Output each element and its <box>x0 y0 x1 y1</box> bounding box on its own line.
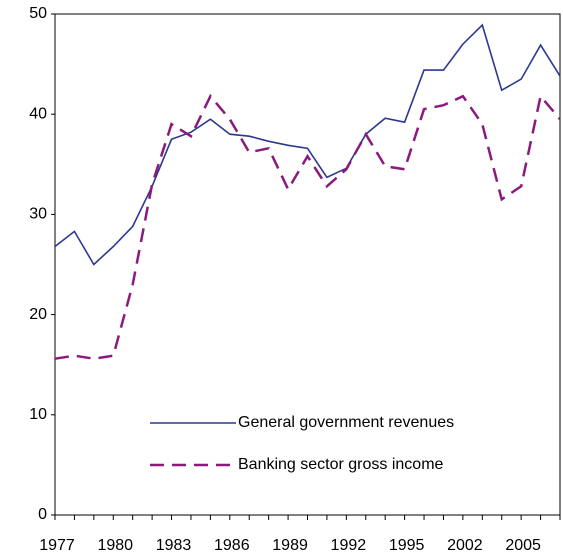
y-tick-label: 40 <box>29 105 47 122</box>
x-tick-label: 1983 <box>156 537 192 554</box>
x-tick-label: 1989 <box>272 537 308 554</box>
y-tick-label: 10 <box>29 406 47 423</box>
plot-frame <box>54 13 561 516</box>
x-tick-label: 1992 <box>331 537 367 554</box>
y-tick-label: 50 <box>29 5 47 22</box>
legend-label: Banking sector gross income <box>238 456 444 473</box>
series-line <box>54 93 561 360</box>
x-tick-label: 2002 <box>447 537 483 554</box>
x-tick-label: 1995 <box>389 537 425 554</box>
x-tick-label: 2005 <box>505 537 541 554</box>
series-line <box>54 23 561 266</box>
x-tick-label: 1986 <box>214 537 250 554</box>
legend-label: General government revenues <box>238 414 454 431</box>
y-tick-label: 0 <box>38 506 47 523</box>
x-tick-label: 1977 <box>39 537 75 554</box>
y-tick-label: 20 <box>29 306 47 323</box>
y-tick-label: 30 <box>29 206 47 223</box>
x-tick-label: 1980 <box>97 537 133 554</box>
